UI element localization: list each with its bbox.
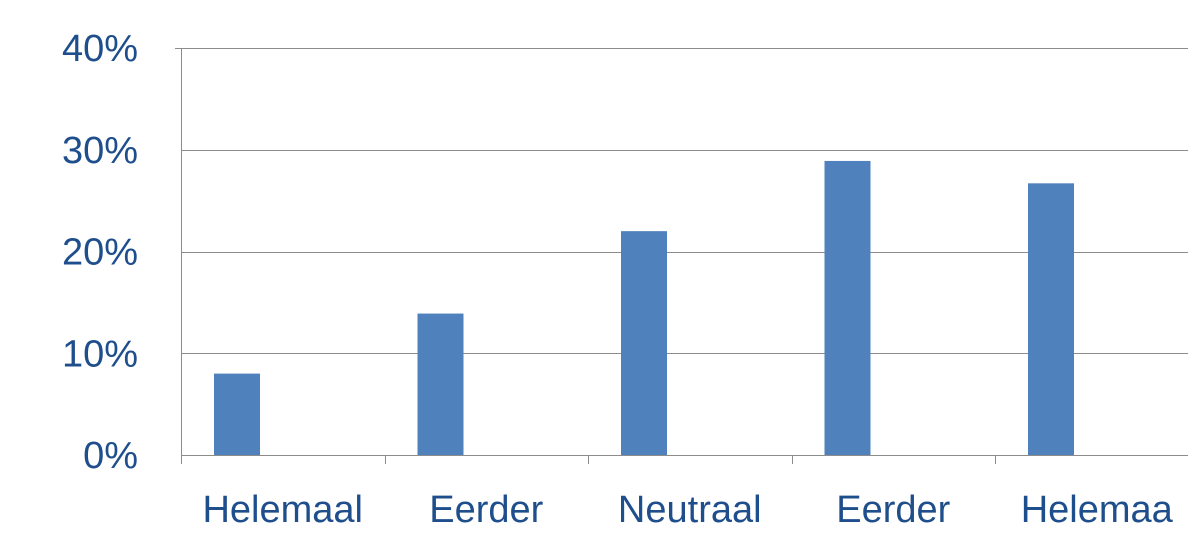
y-tick-label: 10% — [62, 333, 138, 375]
y-tick-label: 30% — [62, 130, 138, 172]
labels: 0% 10% 20% 30% 40% Helemaal Eerder Neutraal Eerd… — [62, 28, 1174, 531]
x-category-label: Helemaal — [202, 489, 363, 531]
x-category-label: Neutraal — [618, 489, 762, 531]
bars — [214, 160, 1074, 455]
bar — [621, 231, 667, 455]
y-tick-label: 40% — [62, 28, 138, 70]
y-tick-label: 20% — [62, 232, 138, 274]
y-tick-label: 0% — [83, 435, 138, 477]
x-category-label: Eerder — [429, 489, 543, 531]
axes — [175, 48, 1188, 464]
bar — [214, 373, 260, 455]
x-category-label: Eerder — [836, 489, 950, 531]
x-category-label: Helemaa — [1021, 489, 1174, 531]
bar — [1028, 183, 1074, 455]
bar — [417, 313, 464, 455]
bar — [824, 160, 871, 455]
